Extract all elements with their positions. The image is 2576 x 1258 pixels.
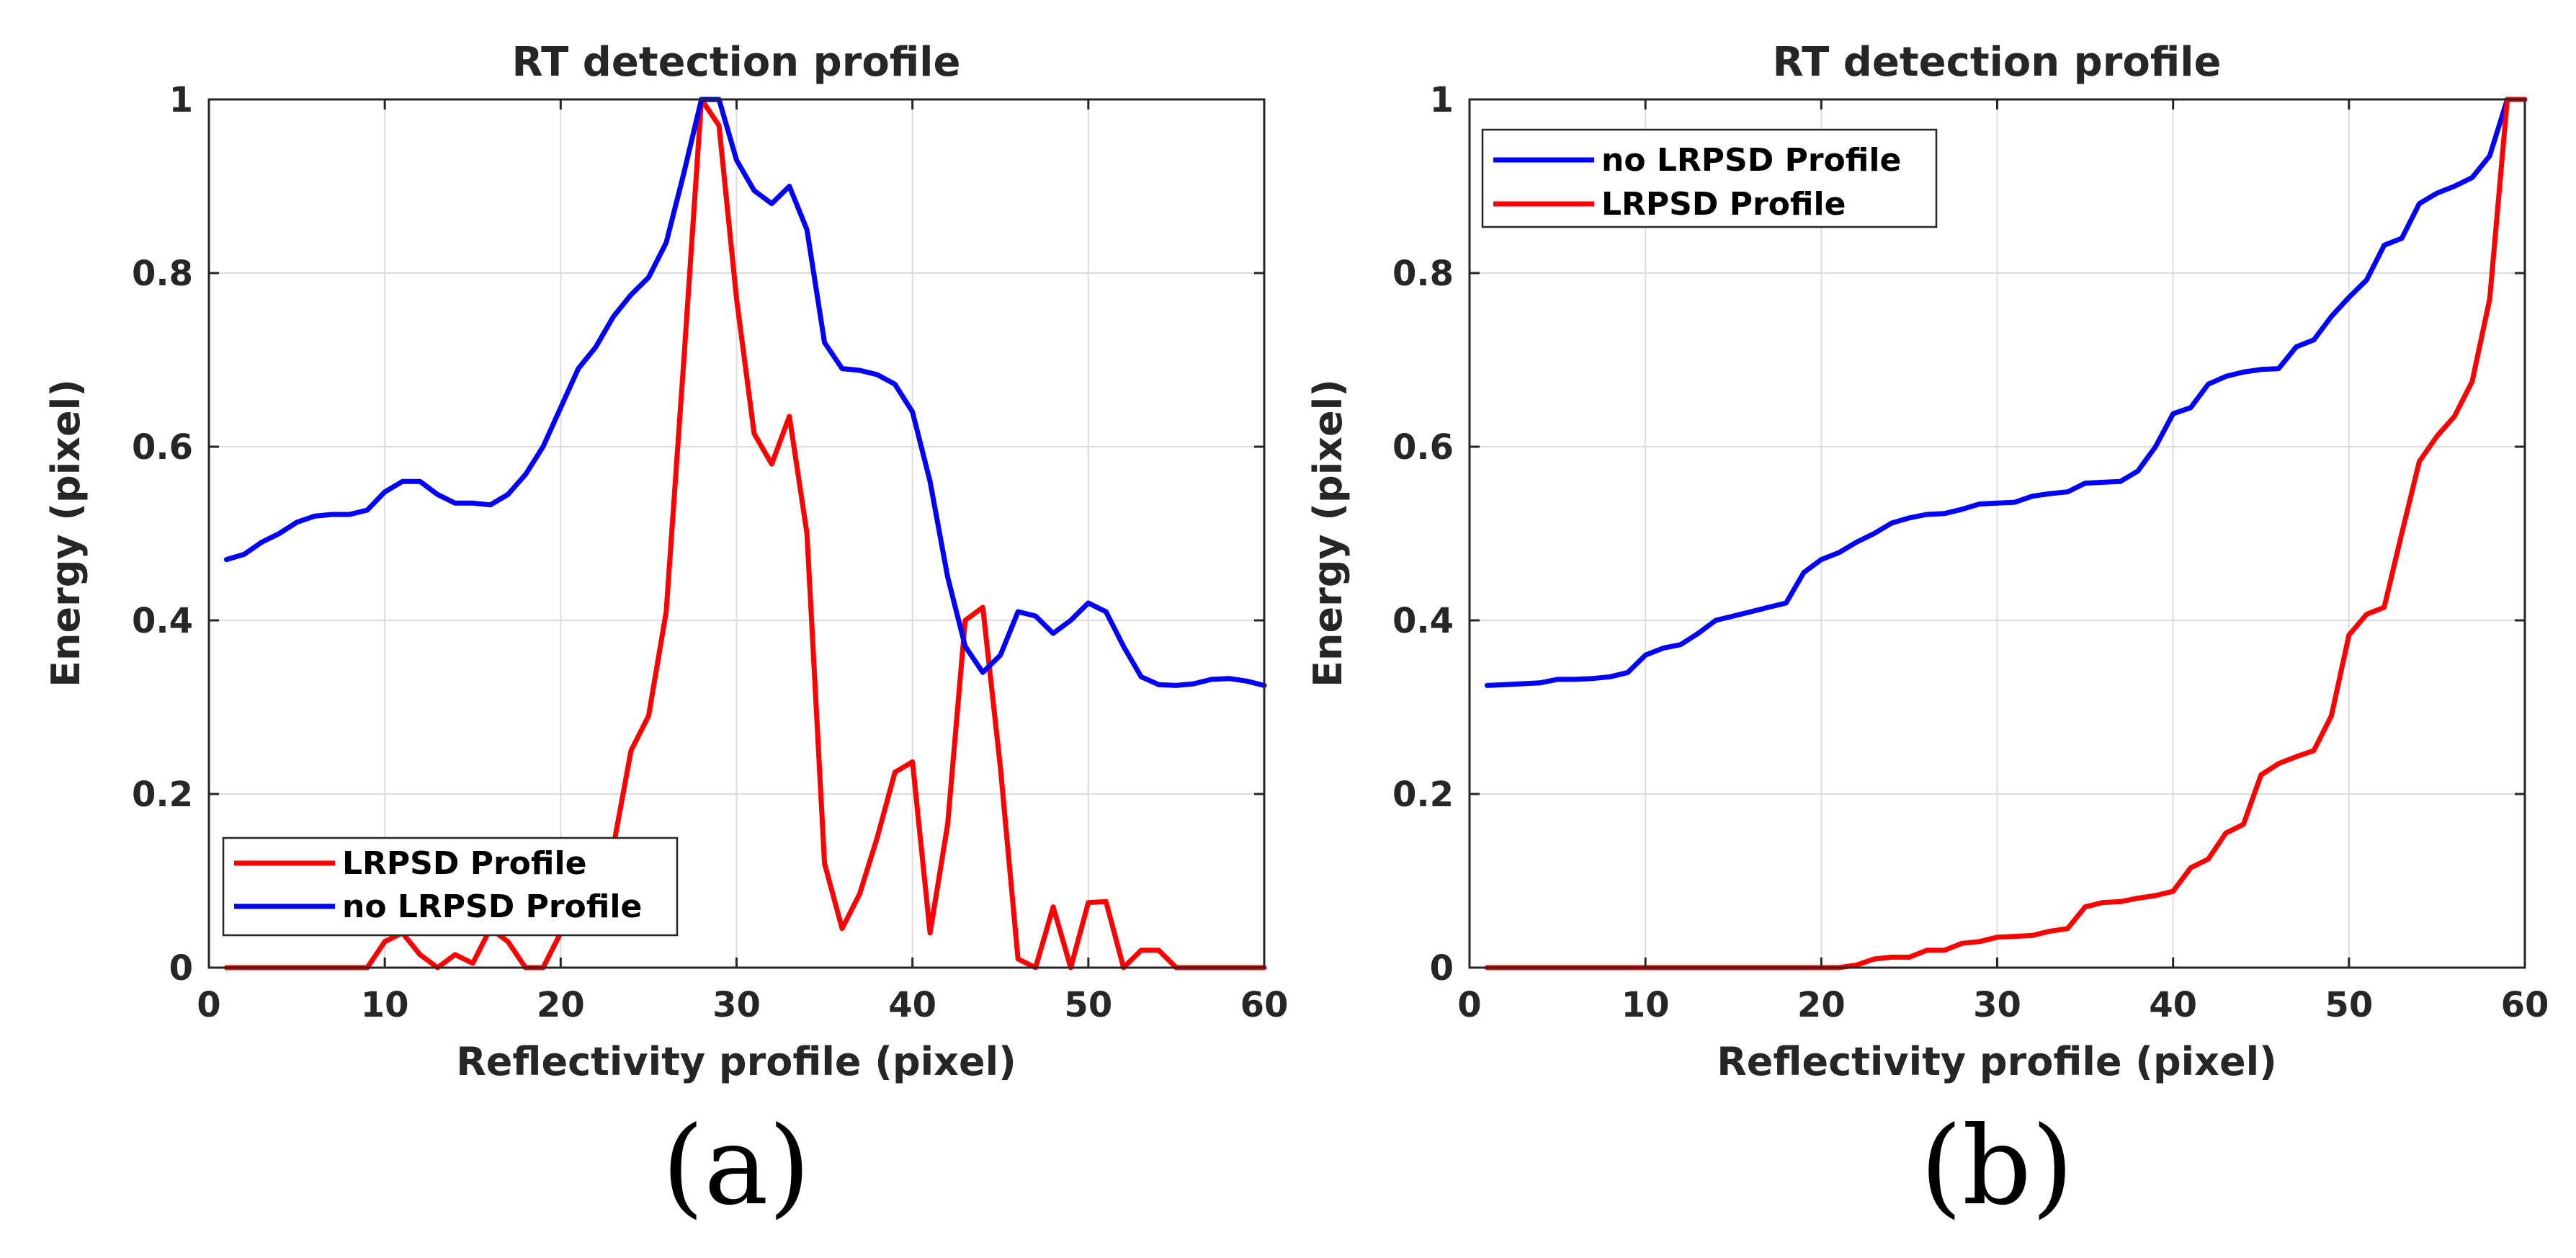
y-tick-label: 0.6 — [1392, 427, 1454, 468]
x-tick-label: 50 — [1064, 985, 1112, 1025]
series-line-a-no-lrpsd-profile — [223, 97, 1267, 688]
x-tick-label: 30 — [1973, 985, 2021, 1025]
legend-box-a — [222, 837, 679, 937]
legend-label-b-0: no LRPSD Profile — [1601, 142, 1901, 179]
y-tick-label: 0.4 — [1392, 601, 1454, 641]
legend-label-a-1: no LRPSD Profile — [342, 888, 642, 925]
x-tick-label: 20 — [1797, 985, 1846, 1025]
x-tick-label: 10 — [1622, 985, 1670, 1025]
y-tick-label: 0.6 — [132, 427, 193, 468]
panel-a: 0 10 20 30 40 50 60 0 0.2 0.4 0.6 0.8 1 RT detection… — [43, 39, 1288, 1229]
legend-box-b — [1481, 128, 1938, 228]
y-tick-label: 0.8 — [1392, 254, 1454, 294]
x-tick-label: 0 — [197, 985, 220, 1025]
x-tick-label: 40 — [2149, 985, 2197, 1025]
panel-b: 0 10 20 30 40 50 60 0 0.2 0.4 0.6 0.8 1 RT detection… — [1305, 39, 2549, 1229]
legend-b: no LRPSD Profile LRPSD Profile — [1481, 128, 1938, 228]
x-tick-label: 0 — [1457, 985, 1481, 1025]
x-tick-label: 10 — [361, 985, 409, 1025]
y-axis-label-a: Energy (pixel) — [43, 379, 89, 687]
x-tick-label: 30 — [712, 985, 761, 1025]
x-tick-label: 40 — [888, 985, 936, 1025]
y-tick-label: 0 — [169, 948, 193, 989]
series-line-b-no-lrpsd-profile — [1484, 97, 2528, 688]
chart-title-a: RT detection profile — [512, 39, 961, 86]
y-tick-label: 0.4 — [132, 601, 193, 641]
y-tick-label: 0.2 — [1392, 775, 1454, 815]
caption-a: (a) — [662, 1104, 810, 1229]
x-tick-label: 60 — [2501, 985, 2549, 1025]
ticks-b: 0 10 20 30 40 50 60 0 0.2 0.4 0.6 0.8 1 — [1392, 80, 2549, 1025]
caption-b: (b) — [1920, 1104, 2073, 1229]
legend-label-a-0: LRPSD Profile — [342, 845, 586, 882]
y-tick-label: 1 — [169, 80, 193, 120]
x-tick-label: 60 — [1240, 985, 1289, 1025]
x-axis-label-b: Reflectivity profile (pixel) — [1717, 1039, 2277, 1084]
y-tick-label: 0.8 — [132, 254, 193, 294]
x-tick-label: 20 — [537, 985, 585, 1025]
y-tick-label: 0.2 — [132, 775, 193, 815]
y-axis-label-b: Energy (pixel) — [1305, 379, 1351, 687]
x-tick-label: 50 — [2325, 985, 2373, 1025]
chart-title-b: RT detection profile — [1773, 39, 2222, 86]
legend-label-b-1: LRPSD Profile — [1601, 186, 1846, 223]
ticks-a: 0 10 20 30 40 50 60 0 0.2 0.4 0.6 0.8 1 — [132, 80, 1288, 1025]
y-tick-label: 1 — [1430, 80, 1454, 120]
y-tick-label: 0 — [1430, 948, 1454, 989]
x-axis-label-a: Reflectivity profile (pixel) — [456, 1039, 1016, 1084]
legend-a: LRPSD Profile no LRPSD Profile — [222, 837, 679, 937]
